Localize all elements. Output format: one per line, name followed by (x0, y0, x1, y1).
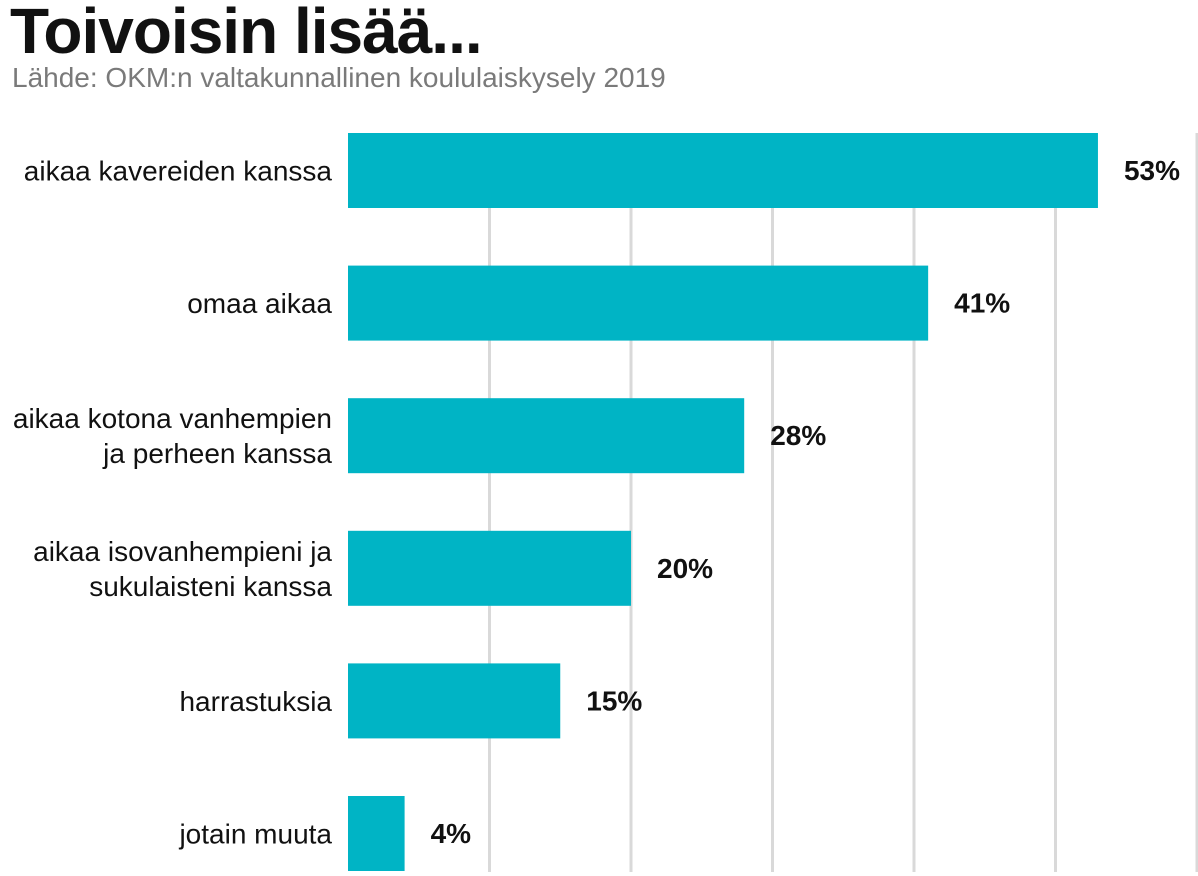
labels: 53% aikaa kavereiden kanssa 41% omaa aikaa 2… (13, 155, 1180, 849)
value-label: 4% (431, 818, 472, 849)
value-label: 53% (1124, 155, 1180, 186)
gridlines (488, 133, 1198, 872)
category-label: aikaa kotona vanhempien ja perheen kanssa (13, 403, 333, 469)
bar (348, 398, 745, 474)
bar (348, 796, 405, 871)
category-label-line: aikaa isovanhempieni ja (33, 535, 332, 566)
bar (348, 265, 929, 341)
chart-title: Toivoisin lisää... (10, 0, 483, 67)
category-label-line: aikaa kotona vanhempien (13, 403, 332, 434)
value-label: 15% (586, 685, 642, 716)
value-label: 28% (770, 420, 826, 451)
category-label: jotain muuta (178, 818, 332, 849)
value-label: 41% (954, 288, 1010, 319)
category-label: omaa aikaa (187, 288, 332, 319)
category-label-line: harrastuksia (179, 685, 332, 716)
bar (348, 663, 561, 739)
category-label-line: jotain muuta (178, 818, 332, 849)
chart-subtitle: Lähde: OKM:n valtakunnallinen koululaisk… (12, 62, 666, 93)
category-label-line: omaa aikaa (187, 288, 332, 319)
bars (348, 133, 1098, 871)
category-label: aikaa isovanhempieni ja sukulaisteni kans… (33, 535, 332, 601)
category-label-line: ja perheen kanssa (102, 438, 332, 469)
category-label: aikaa kavereiden kanssa (24, 155, 333, 186)
category-label-line: sukulaisteni kanssa (89, 570, 332, 601)
category-label-line: aikaa kavereiden kanssa (24, 155, 333, 186)
bar (348, 133, 1098, 208)
bar (348, 530, 631, 606)
category-label: harrastuksia (179, 685, 332, 716)
value-label: 20% (657, 553, 713, 584)
